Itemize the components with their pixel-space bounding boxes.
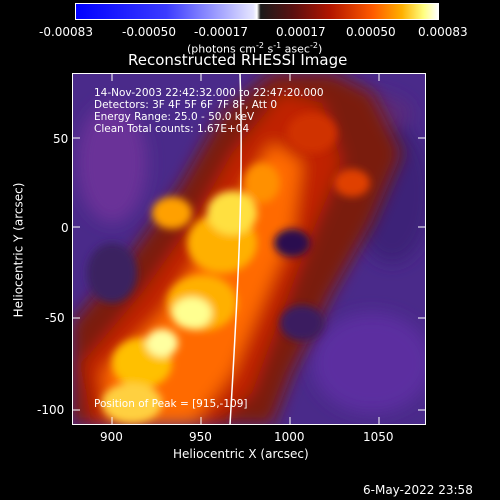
x-ticks (111, 73, 380, 425)
rhessi-image (72, 72, 432, 426)
colorbar-tick-3: -0.00017 (194, 25, 248, 39)
y-axis-label: Heliocentric Y (arcsec) (11, 182, 26, 318)
y-tick-label: -100 (37, 403, 65, 417)
annotation-energy: Energy Range: 25.0 - 50.0 keV (94, 111, 255, 123)
dark-regions (87, 229, 324, 341)
y-tick-label: -50 (45, 311, 65, 325)
colorbar-tick-6: 0.00083 (418, 25, 468, 39)
colorbar-units: (photons cm-2 s-1 asec-2) (187, 41, 323, 56)
footer-date: 6-May-2022 23:58 (363, 483, 473, 497)
annotation-clean: Clean Total counts: 1.67E+04 (94, 123, 250, 135)
x-axis-label: Heliocentric X (arcsec) (173, 447, 309, 461)
y-tick-label: 0 (61, 221, 69, 235)
plot-title: Reconstructed RHESSI Image (128, 51, 348, 69)
x-tick-label: 900 (100, 430, 123, 444)
colorbar-tick-1: -0.00083 (39, 25, 93, 39)
annotation-detectors: Detectors: 3F 4F 5F 6F 7F 8F, Att 0 (94, 99, 278, 111)
colorbar (75, 3, 439, 20)
colorbar-tick-5: 0.00050 (346, 25, 396, 39)
colorbar-tick-2: -0.00050 (122, 25, 176, 39)
x-tick-label: 1050 (363, 430, 394, 444)
plot-frame (72, 73, 426, 425)
annotation-time: 14-Nov-2003 22:42:32.000 to 22:47:20.000 (94, 87, 324, 99)
annotation-peak-position: Position of Peak = [915,-109] (94, 398, 248, 410)
x-tick-label: 1000 (274, 430, 305, 444)
y-tick-label: 50 (53, 132, 69, 146)
x-tick-label: 950 (189, 430, 212, 444)
y-ticks (72, 137, 426, 411)
emission-bright (102, 113, 370, 423)
colorbar-tick-4: 0.00017 (276, 25, 326, 39)
solar-limb (229, 72, 242, 426)
rhessi-image-svg (72, 72, 432, 426)
